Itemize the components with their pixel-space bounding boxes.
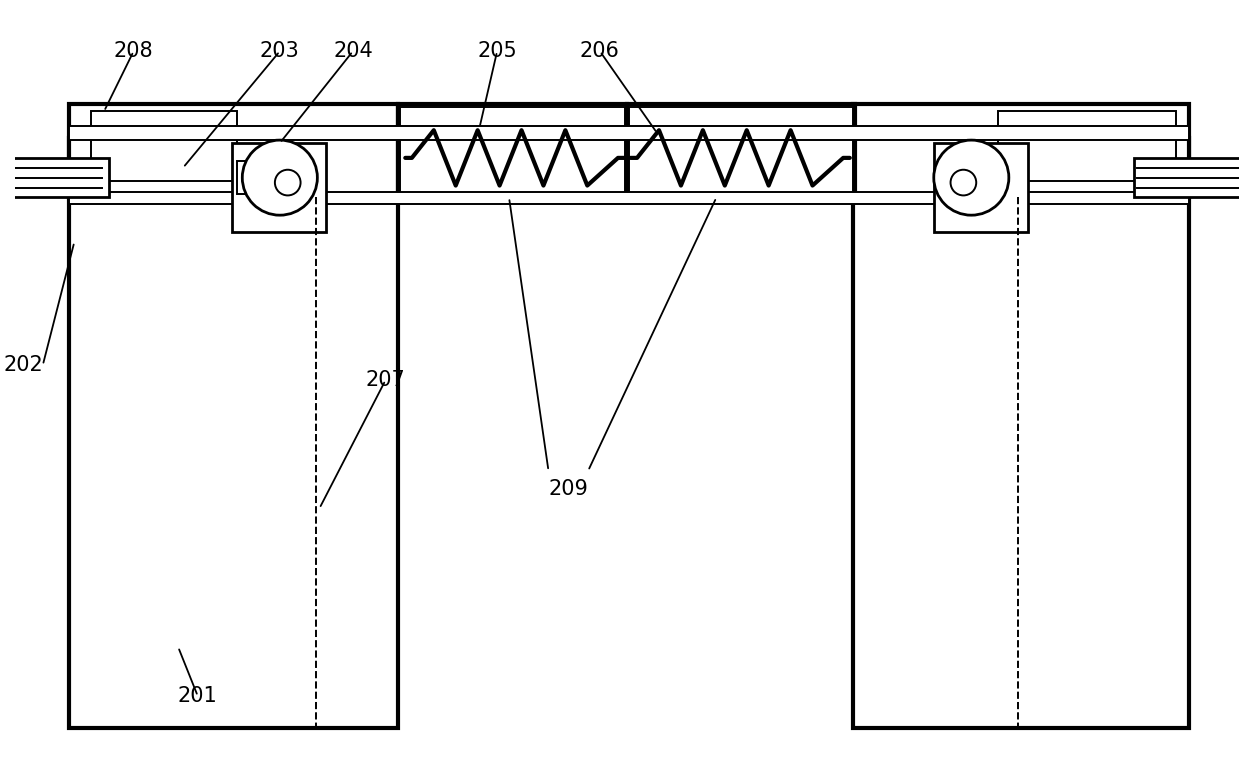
Text: 208: 208: [114, 41, 154, 61]
Text: 204: 204: [333, 41, 373, 61]
Circle shape: [243, 140, 317, 215]
Circle shape: [934, 140, 1009, 215]
Text: 202: 202: [2, 355, 43, 375]
Bar: [997, 111, 1176, 181]
Bar: [69, 193, 1188, 204]
Bar: [238, 161, 248, 194]
Bar: [852, 103, 1188, 197]
Bar: [966, 161, 976, 194]
Circle shape: [950, 170, 976, 196]
Text: 209: 209: [549, 478, 589, 499]
Bar: [92, 111, 238, 181]
Bar: [400, 106, 624, 194]
Text: 201: 201: [178, 686, 218, 706]
Bar: [934, 143, 1027, 232]
Bar: [1134, 158, 1239, 197]
Bar: [399, 103, 855, 197]
Text: 203: 203: [260, 41, 300, 61]
Circle shape: [275, 170, 301, 196]
Bar: [69, 103, 399, 197]
Text: 205: 205: [477, 41, 517, 61]
Bar: [628, 106, 852, 194]
Bar: [0, 158, 109, 197]
Text: 207: 207: [366, 370, 405, 390]
Bar: [69, 138, 399, 728]
Text: 206: 206: [580, 41, 620, 61]
Bar: [852, 138, 1188, 728]
Bar: [233, 143, 326, 232]
Bar: [69, 126, 1188, 140]
